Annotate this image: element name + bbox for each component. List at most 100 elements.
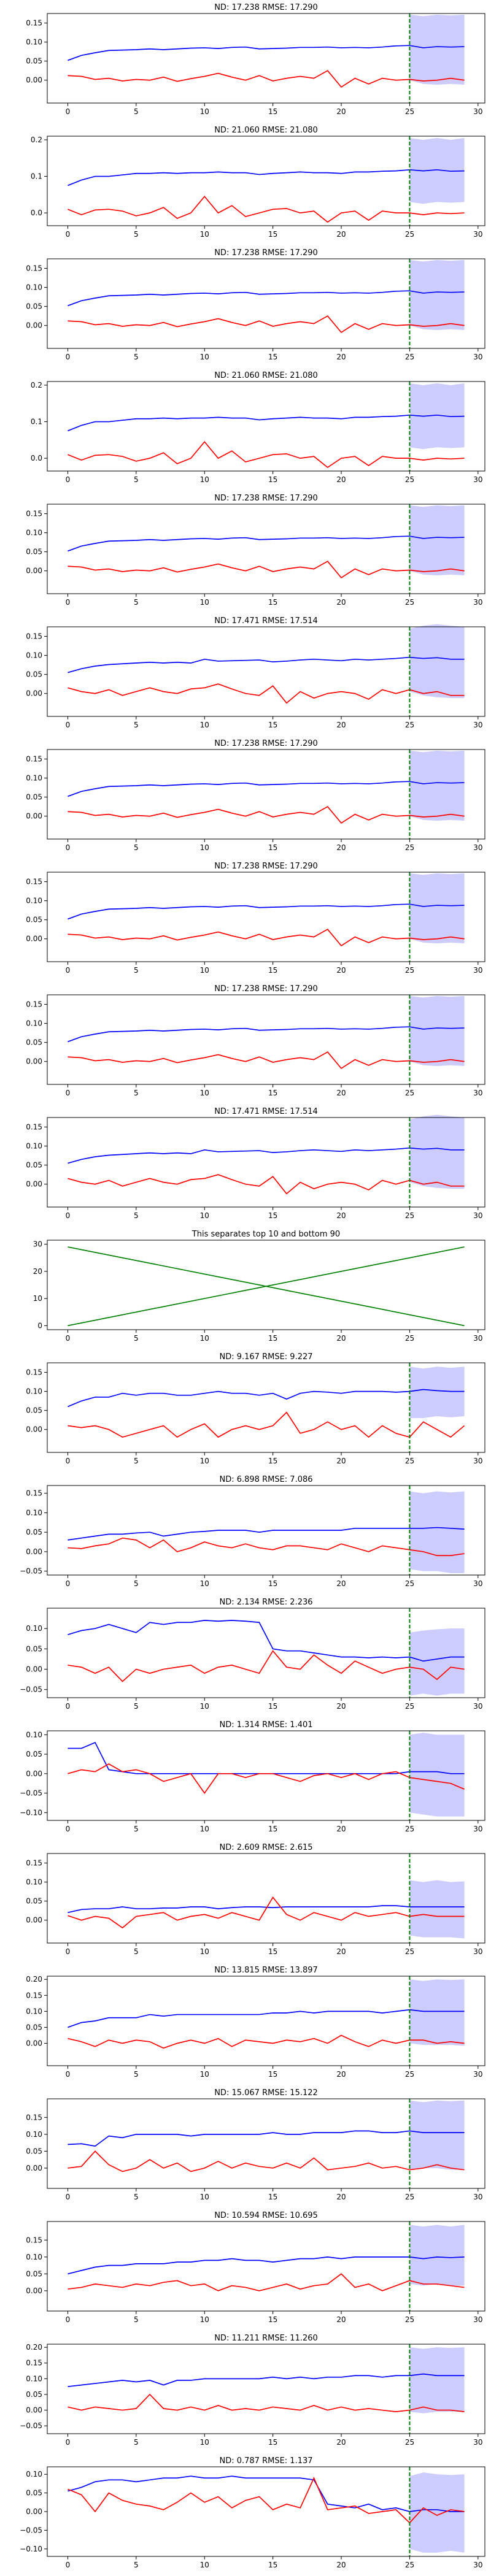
- series-line-0: [68, 2256, 465, 2275]
- series-line-1: [68, 806, 465, 824]
- series-line-1: [68, 1763, 465, 1795]
- x-tick-label: 15: [268, 966, 277, 975]
- series-line-0: [68, 903, 465, 920]
- forecast-band: [409, 259, 465, 331]
- y-tick-label: 0.05: [26, 1750, 42, 1758]
- x-tick-label: 25: [405, 2315, 414, 2324]
- x-tick-label: 30: [473, 2315, 482, 2324]
- x-tick-label: 20: [336, 230, 346, 239]
- y-tick-label: 0.15: [26, 2113, 42, 2122]
- chart-title: ND: 17.238 RMSE: 17.290: [214, 248, 318, 258]
- x-tick-label: 5: [134, 2193, 139, 2201]
- y-tick-label: 0.05: [26, 1406, 42, 1415]
- x-tick-label: 30: [473, 1457, 482, 1465]
- x-tick-label: 15: [268, 1702, 277, 1711]
- x-tick-label: 25: [405, 107, 414, 116]
- plot-frame: [47, 626, 485, 717]
- y-tick-label: 0.10: [26, 2253, 42, 2261]
- series-line-1: [68, 929, 465, 947]
- x-tick-label: 0: [66, 353, 71, 361]
- y-tick-label: 0.05: [26, 1644, 42, 1653]
- chart-title: ND: 17.238 RMSE: 17.290: [214, 739, 318, 748]
- x-tick-label: 0: [66, 1457, 71, 1465]
- series-line-1: [68, 1051, 465, 1070]
- y-tick-label: 0.10: [26, 651, 42, 660]
- x-tick-label: 0: [66, 598, 71, 607]
- series-line-1: [68, 1537, 465, 1557]
- x-tick-label: 30: [473, 475, 482, 484]
- y-tick-label: 0.10: [26, 1730, 42, 1739]
- x-tick-label: 10: [200, 1702, 209, 1711]
- chart-panel-3: ND: 21.060 RMSE: 21.080 0 5 10 15 20 25 30 0.0 0.…: [31, 371, 485, 484]
- plot-frame: [47, 1853, 485, 1944]
- x-tick-label: 15: [268, 107, 277, 116]
- y-tick-label: 0.15: [26, 1123, 42, 1132]
- x-tick-label: 30: [473, 843, 482, 852]
- plot-frame: [47, 2344, 485, 2434]
- x-tick-label: 20: [336, 721, 346, 729]
- plot-frame: [47, 136, 485, 226]
- x-tick-label: 20: [336, 598, 346, 607]
- x-tick-label: 25: [405, 2070, 414, 2079]
- x-tick-label: 15: [268, 2070, 277, 2079]
- x-tick-label: 10: [200, 1211, 209, 1220]
- forecast-band: [409, 1491, 465, 1573]
- x-tick-label: 25: [405, 2561, 414, 2569]
- y-tick-label: 0.20: [26, 2343, 42, 2352]
- x-tick-label: 10: [200, 353, 209, 361]
- x-tick-label: 0: [66, 475, 71, 484]
- plot-frame: [47, 381, 485, 472]
- series-line-1: [68, 1650, 465, 1682]
- x-tick-label: 10: [200, 843, 209, 852]
- x-tick-label: 25: [405, 1702, 414, 1711]
- series-line-1: [68, 440, 465, 469]
- series-line-1: [68, 2034, 465, 2049]
- series-line-1: [68, 1411, 465, 1438]
- x-tick-label: 20: [336, 966, 346, 975]
- x-tick-label: 5: [134, 598, 139, 607]
- x-tick-label: 5: [134, 1211, 139, 1220]
- series-line-0: [68, 1147, 465, 1164]
- chart-title: ND: 13.815 RMSE: 13.897: [214, 1966, 318, 1975]
- y-tick-label: 0.15: [26, 878, 42, 886]
- x-tick-label: 25: [405, 353, 414, 361]
- x-tick-label: 20: [336, 1825, 346, 1833]
- series-line-1: [68, 1246, 465, 1327]
- series-line-1: [68, 2273, 465, 2291]
- x-tick-label: 30: [473, 1947, 482, 1956]
- y-tick-label: 0.15: [26, 755, 42, 764]
- x-tick-label: 10: [200, 2070, 209, 2079]
- chart-panel-0: ND: 17.238 RMSE: 17.290 0 5 10 15 20 25 30 0.00 0…: [26, 3, 485, 116]
- y-tick-label: 0.00: [26, 567, 42, 575]
- y-tick-label: 0.15: [26, 264, 42, 273]
- y-tick-label: 20: [33, 1267, 42, 1276]
- y-tick-label: 0.10: [26, 774, 42, 783]
- x-tick-label: 0: [66, 1579, 71, 1588]
- x-tick-label: 25: [405, 1211, 414, 1220]
- plot-frame: [47, 504, 485, 594]
- x-tick-label: 10: [200, 475, 209, 484]
- x-tick-label: 15: [268, 2561, 277, 2569]
- x-tick-label: 0: [66, 721, 71, 729]
- x-tick-label: 15: [268, 230, 277, 239]
- y-tick-label: 0.05: [26, 2269, 42, 2278]
- y-tick-label: 0.00: [26, 935, 42, 943]
- x-tick-label: 30: [473, 1089, 482, 1097]
- x-tick-label: 20: [336, 1089, 346, 1097]
- x-tick-label: 30: [473, 230, 482, 239]
- series-line-0: [68, 290, 465, 307]
- x-tick-label: 0: [66, 1825, 71, 1833]
- chart-panel-18: ND: 10.594 RMSE: 10.695 0 5 10 15 20 25 30 0.00 0…: [26, 2211, 485, 2324]
- x-tick-label: 10: [200, 1334, 209, 1343]
- x-tick-label: 30: [473, 1825, 482, 1833]
- x-tick-label: 25: [405, 1334, 414, 1343]
- chart-title: This separates top 10 and bottom 90: [191, 1230, 340, 1239]
- x-tick-label: 30: [473, 107, 482, 116]
- y-tick-label: 0.10: [26, 2130, 42, 2139]
- x-tick-label: 0: [66, 966, 71, 975]
- y-tick-label: −0.05: [20, 1685, 42, 1694]
- x-tick-label: 25: [405, 1089, 414, 1097]
- plot-frame: [47, 13, 485, 104]
- y-tick-label: 0.00: [26, 76, 42, 85]
